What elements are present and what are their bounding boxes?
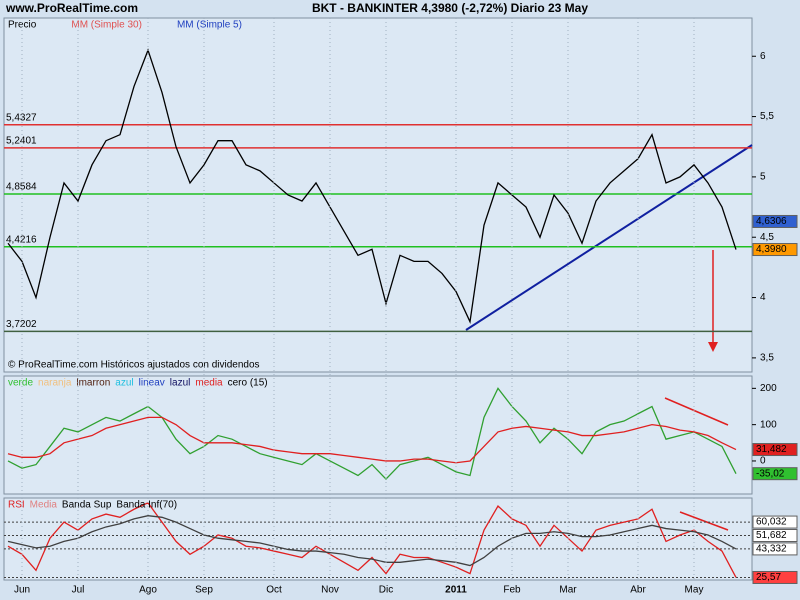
legend-entry: media [195,378,223,389]
y-tick-label: 4 [760,292,766,303]
value-box [752,542,798,556]
y-tick-label: 0 [760,456,766,467]
legend-entry: MM (Simple 30) [71,20,142,31]
legend-entry: lmarron [76,378,110,389]
oscillator-panel [3,375,753,495]
x-tick-label: Mar [559,585,577,596]
value-box [752,515,798,529]
trend-line [465,144,753,331]
level-label: 4,4216 [6,234,37,245]
x-tick-label: Abr [630,585,646,596]
y-tick-label: 5 [760,172,766,183]
x-tick-label: Nov [321,585,339,596]
series-line [7,515,737,567]
value-box-label: 4,6306 [756,216,787,227]
y-tick-label: 100 [760,419,777,430]
value-box-label: 60,032 [756,517,787,528]
legend-entry: lazul [170,378,191,389]
value-box [752,243,798,257]
divergence-arrow [664,397,729,426]
x-tick-label: May [685,585,704,596]
legend-entry: MM (Simple 5) [177,20,242,31]
series-line [7,387,737,481]
y-tick-label: 6 [760,51,766,62]
legend-entry: cero (15) [228,378,268,389]
legend-entry: naranja [38,378,72,389]
legend-entry: lineav [139,378,165,389]
series-line [7,416,737,464]
value-box-label: -35,02 [756,468,785,479]
x-tick-label: Sep [195,585,213,596]
value-box [752,528,798,542]
level-label: 3,7202 [6,319,37,330]
x-tick-label: Jun [14,585,30,596]
series-line [7,48,737,324]
arrow-head [708,342,718,352]
value-box-label: 43,332 [756,544,787,555]
legend-entry: RSI [8,500,25,511]
legend-entry: Precio [8,20,37,31]
y-tick-label: 4,5 [760,232,774,243]
y-tick-label: 3,5 [760,353,774,364]
x-tick-label: 2011 [445,585,467,596]
legend-entry: verde [8,378,33,389]
chart-title: BKT - BANKINTER 4,3980 (-2,72%) Diario 2… [312,1,588,15]
y-tick-label: 200 [760,383,777,394]
x-tick-label: Dic [379,585,393,596]
level-label: 5,4327 [6,112,37,123]
value-box-label: 51,682 [756,530,787,541]
site-name: www.ProRealTime.com [5,1,138,15]
value-box [752,443,798,457]
level-label: 4,8584 [6,182,37,193]
x-tick-label: Jul [72,585,85,596]
value-box [752,214,798,228]
legend-entry: azul [115,378,133,389]
value-box-label: 31,482 [756,444,787,455]
value-box-label: 25,57 [756,572,781,583]
legend-entry: Banda Inf(70) [116,500,177,511]
level-label: 5,2401 [6,136,37,147]
value-box [752,467,798,481]
series-line [7,502,737,578]
price-panel [3,17,753,373]
x-tick-label: Ago [139,585,157,596]
legend-entry: Media [30,500,58,511]
x-tick-label: Oct [266,585,282,596]
y-tick-label: 5,5 [760,111,774,122]
x-tick-label: Feb [503,585,521,596]
note: © ProRealTime.com Históricos ajustados c… [8,360,260,371]
value-box [752,570,798,584]
value-box-label: 4,3980 [756,244,787,255]
divergence-arrow [679,511,729,531]
legend-entry: Banda Sup [62,500,112,511]
